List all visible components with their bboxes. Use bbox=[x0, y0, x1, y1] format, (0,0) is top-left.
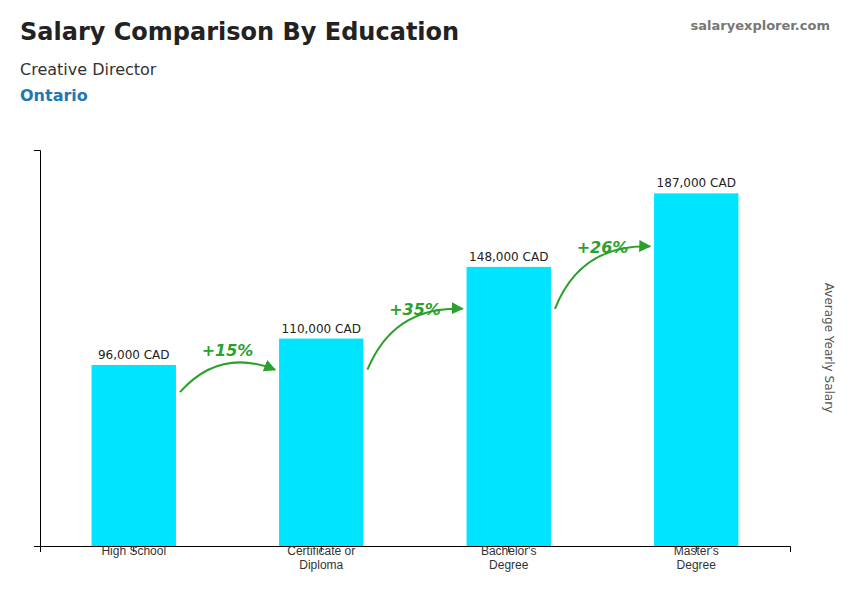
data-label: 187,000 CAD bbox=[657, 176, 736, 190]
bar bbox=[92, 365, 176, 546]
data-label: 110,000 CAD bbox=[282, 322, 361, 336]
change-label: +35% bbox=[389, 300, 441, 319]
chart: Salary Comparison By Education Creative D… bbox=[0, 0, 850, 606]
y-axis bbox=[34, 151, 41, 547]
x-tick-label: Certificate orDiploma bbox=[287, 544, 355, 572]
annotations: salaryexplorer.com +15% +35% +26% bbox=[180, 18, 830, 392]
change-arrow bbox=[180, 362, 275, 392]
x-tick-label-line: Bachelor's bbox=[481, 544, 537, 558]
data-labels: 96,000 CAD 110,000 CAD 148,000 CAD 187,000 … bbox=[98, 176, 736, 362]
data-label: 148,000 CAD bbox=[469, 250, 548, 264]
bar bbox=[467, 267, 551, 546]
title: Salary Comparison By Education bbox=[20, 18, 459, 46]
x-tick-label: Bachelor'sDegree bbox=[481, 544, 537, 572]
x-tick-label-line: Master's bbox=[674, 544, 719, 558]
change-label: +15% bbox=[202, 341, 254, 360]
bar bbox=[279, 339, 363, 546]
x-tick: Bachelor'sDegree bbox=[481, 544, 537, 572]
x-tick-label: High School bbox=[101, 544, 166, 558]
x-tick: Master'sDegree bbox=[674, 544, 719, 572]
y-axis-title: Average Yearly Salary bbox=[822, 283, 836, 413]
watermark: salaryexplorer.com bbox=[691, 18, 830, 33]
x-tick: Certificate orDiploma bbox=[287, 544, 355, 572]
bar bbox=[654, 193, 738, 546]
subtitle: Ontario bbox=[20, 86, 88, 105]
x-tick-label-line: Degree bbox=[489, 558, 529, 572]
x-tick-label-line: High School bbox=[101, 544, 166, 558]
bars bbox=[92, 193, 739, 546]
x-tick-label: Master'sDegree bbox=[674, 544, 719, 572]
subtitle: Creative Director bbox=[20, 60, 157, 79]
x-tick: High School bbox=[101, 544, 166, 558]
x-tick-label-line: Certificate or bbox=[287, 544, 355, 558]
x-axis: High School Certificate orDiploma Bachelor… bbox=[41, 544, 791, 572]
y-axis-line bbox=[34, 151, 41, 547]
data-label: 96,000 CAD bbox=[98, 348, 170, 362]
x-tick-label-line: Degree bbox=[677, 558, 717, 572]
x-tick-label-line: Diploma bbox=[299, 558, 343, 572]
change-label: +26% bbox=[577, 238, 629, 257]
